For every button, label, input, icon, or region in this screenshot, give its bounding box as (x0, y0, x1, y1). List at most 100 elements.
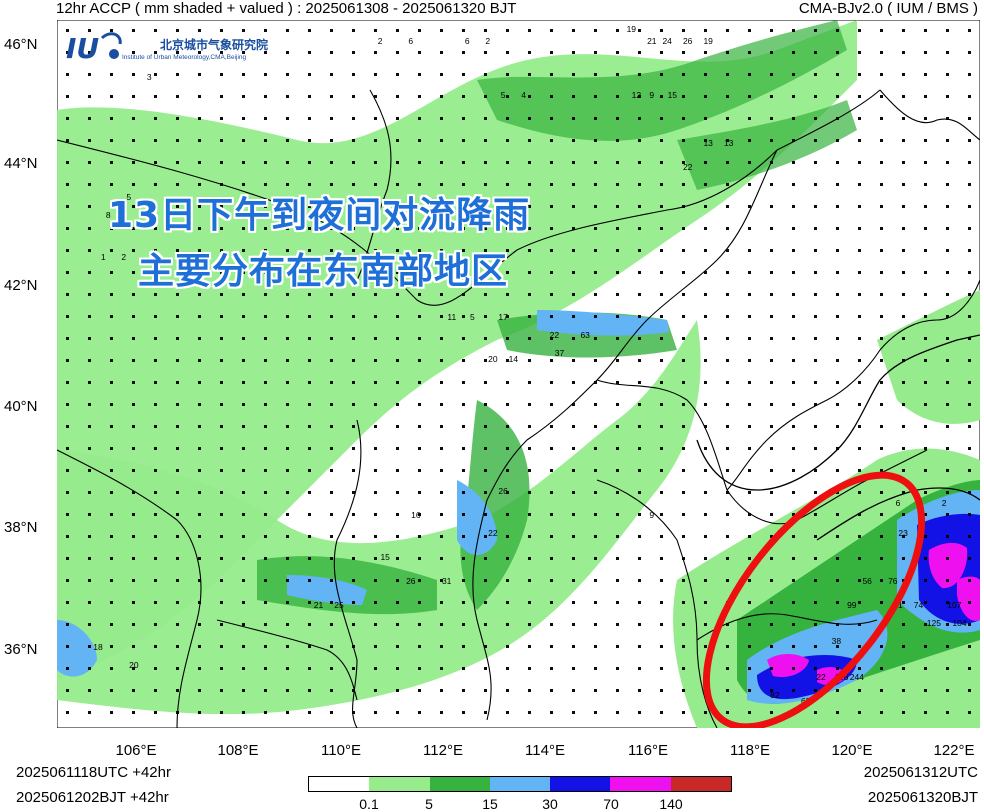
rain-value-label: 5 (126, 192, 131, 202)
rain-value-label: 17 (498, 312, 508, 322)
colorbar-swatch-5 (610, 777, 671, 791)
rain-value-label: 5 (470, 312, 475, 322)
lon-label-114: 114°E (525, 742, 565, 759)
rain-value-label: 15 (380, 552, 390, 562)
rain-value-label: 9 (649, 510, 654, 520)
lon-label-106: 106°E (115, 742, 157, 759)
precip-colorbar (308, 776, 732, 792)
sample-grid-dots (57, 20, 980, 728)
colorbar-swatch-3 (489, 777, 551, 791)
rain-value-label: 20 (488, 354, 498, 364)
lat-label-46: 46°N (4, 36, 38, 53)
rain-value-label: 13 (703, 138, 713, 148)
institute-logo: IU 北京城市气象研究院 Institute of Urban Meteorol… (64, 28, 284, 74)
rain-value-label: 19 (703, 36, 713, 46)
ium-logo-icon: IU (66, 32, 122, 65)
overlay-caption-line2: 主要分布在东南部地区 (138, 251, 509, 292)
rain-value-label: 76 (888, 576, 898, 586)
rain-value-label: 18 (93, 642, 103, 652)
init-time-utc: 2025061118UTC +42hr (16, 764, 171, 781)
rain-value-label: 8 (106, 210, 111, 220)
rain-value-label: 20 (129, 660, 139, 670)
rain-value-label: 2 (121, 252, 126, 262)
rain-value-label: 125 (927, 618, 941, 628)
rain-value-label: 22 (550, 330, 560, 340)
lon-label-112: 112°E (423, 742, 463, 759)
lat-label-42: 42°N (4, 277, 38, 294)
rain-value-label: 9 (649, 90, 654, 100)
rain-value-label: 4 (521, 90, 526, 100)
init-time-bjt: 2025061202BJT +42hr (16, 789, 169, 806)
colorbar-swatch-4 (550, 777, 611, 791)
province-boundaries (57, 89, 980, 728)
rain-value-label: 24 (662, 36, 672, 46)
lon-label-116: 116°E (628, 742, 668, 759)
rain-value-label: 5 (501, 90, 506, 100)
colorbar-label-3: 30 (542, 796, 558, 812)
rain-value-label: 56 (862, 576, 872, 586)
rain-value-label: 15 (668, 90, 678, 100)
rain-value-label: 5 (142, 210, 147, 220)
rain-value-label: 7 (121, 210, 126, 220)
rain-value-label: 11 (447, 312, 456, 322)
rain-value-label: 25 (334, 600, 344, 610)
logo-text-cn: 北京城市气象研究院 (160, 38, 269, 52)
lat-label-38: 38°N (4, 519, 38, 536)
lon-label-118: 118°E (730, 742, 770, 759)
colorbar-label-1: 5 (425, 796, 433, 812)
rain-value-label: 22 (816, 672, 826, 682)
overlay-caption-line1: 13日下午到夜间对流降雨 (108, 195, 531, 236)
rain-value-label: 1 (101, 252, 106, 262)
lat-label-40: 40°N (4, 398, 38, 415)
colorbar-label-0: 0.1 (359, 796, 379, 812)
rain-value-label: 26 (406, 576, 416, 586)
lon-label-110: 110°E (321, 742, 361, 759)
colorbar-label-4: 70 (603, 796, 619, 812)
lon-label-120: 120°E (831, 742, 873, 759)
rain-value-label: 31 (442, 576, 452, 586)
rain-value-label: 12 (632, 90, 642, 100)
logo-text-en: Institute of Urban Meteorology,CMA,Beiji… (122, 54, 247, 61)
rain-value-label: 107 (947, 600, 961, 610)
model-label: CMA-BJv2.0 ( IUM / BMS ) (798, 0, 978, 17)
rain-value-label: 74 (914, 600, 924, 610)
rain-value-label: 99 (847, 600, 857, 610)
coastline (696, 334, 980, 491)
rain-value-label: 14 (509, 354, 519, 364)
rain-value-label: 104 (952, 618, 966, 628)
rain-value-label: 2 (942, 498, 947, 508)
rain-value-label: 22 (488, 528, 498, 538)
lon-label-122: 122°E (933, 742, 975, 759)
rain-value-label: 6 (408, 36, 413, 46)
rain-value-label: 16 (411, 510, 421, 520)
rain-value-label: 13 (724, 138, 734, 148)
rain-value-label: 21 (314, 600, 324, 610)
valid-time-utc: 2025061312UTC (863, 764, 978, 781)
colorbar-swatch-6 (670, 777, 731, 791)
rain-value-label: 6 (896, 498, 901, 508)
colorbar-label-2: 15 (482, 796, 498, 812)
lat-label-44: 44°N (4, 155, 38, 172)
svg-text:IU: IU (66, 32, 99, 65)
rain-value-label: 23 (898, 528, 908, 538)
colorbar-swatch-2 (429, 777, 490, 791)
rain-value-label: 37 (555, 348, 565, 358)
rain-value-label: 26 (683, 36, 693, 46)
rain-value-label: 2 (485, 36, 490, 46)
lon-label-108: 108°E (217, 742, 259, 759)
rain-value-label: 19 (627, 24, 637, 34)
rain-value-label: 21 (647, 36, 657, 46)
rain-value-label: 3 (147, 72, 152, 82)
highlight-ellipse (702, 471, 926, 728)
colorbar-swatch-1 (369, 777, 430, 791)
colorbar-label-5: 140 (659, 796, 683, 812)
rain-value-label: 22 (683, 162, 693, 172)
rain-value-label: 6 (465, 36, 470, 46)
rain-value-label: 82 (770, 690, 780, 700)
rain-value-label: 38 (832, 636, 842, 646)
rain-value-label: 244 (850, 672, 864, 682)
valid-time-bjt: 2025061320BJT (867, 789, 978, 806)
rain-value-label: 2 (378, 36, 383, 46)
colorbar-swatch-0 (309, 777, 370, 791)
